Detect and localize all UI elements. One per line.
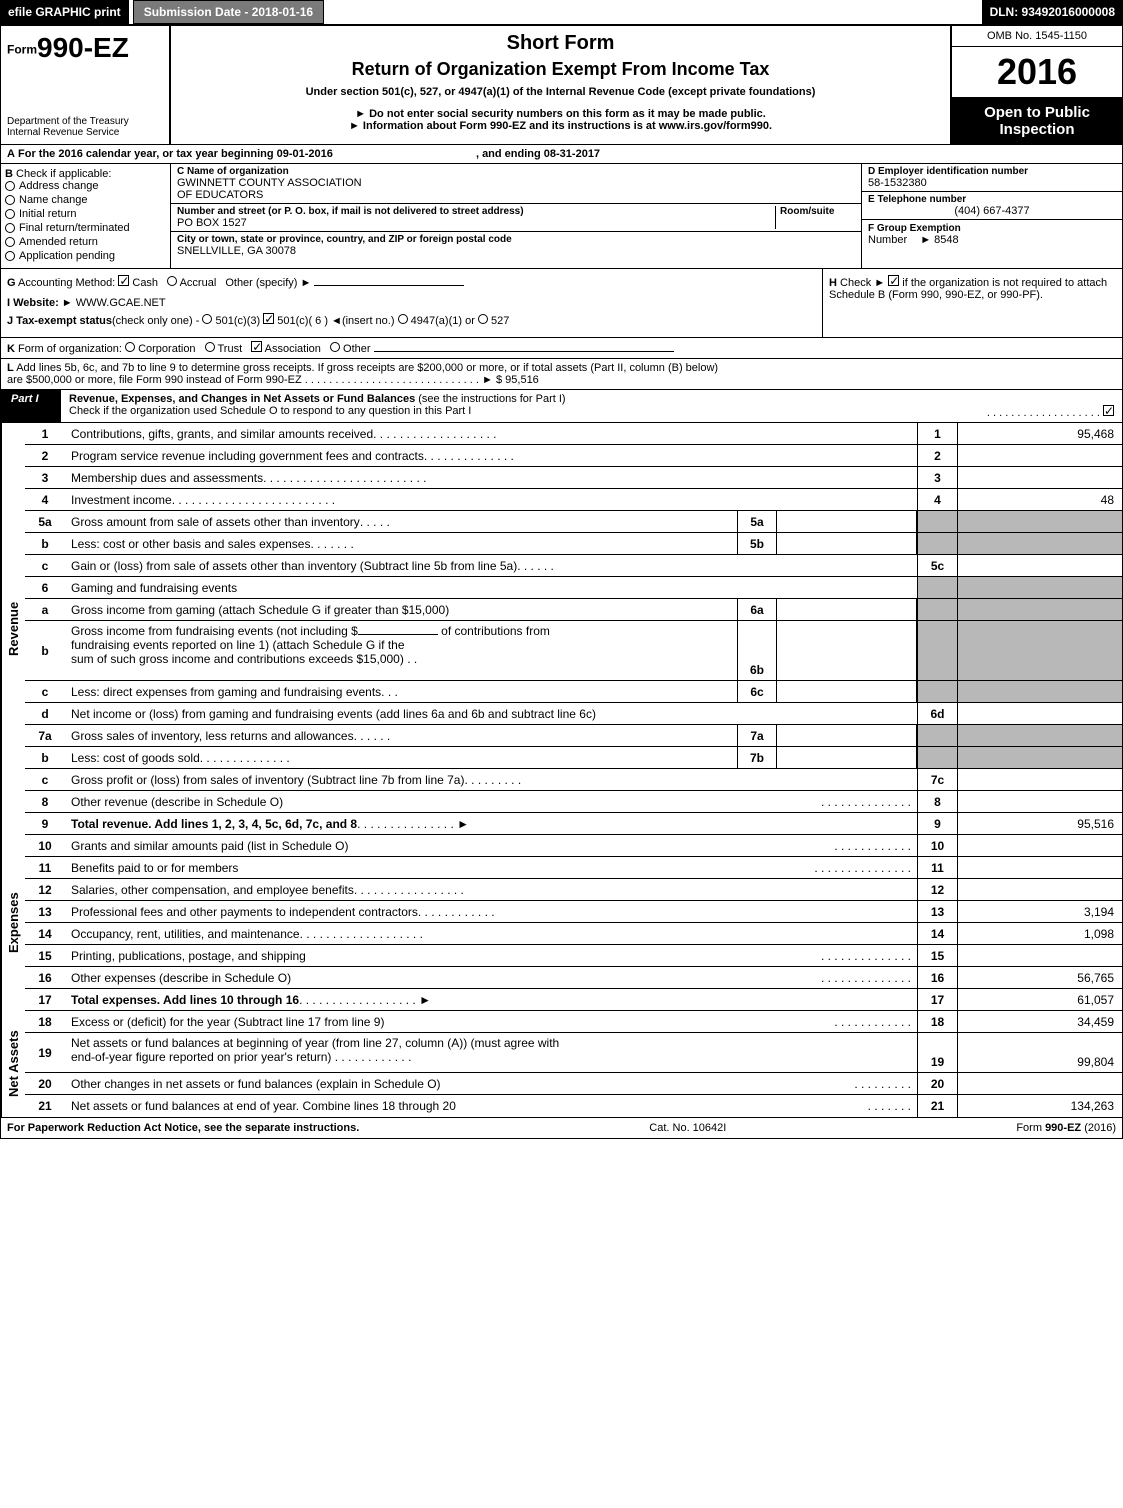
radio-other-org[interactable] xyxy=(330,342,340,352)
row-l: L Add lines 5b, 6c, and 7b to line 9 to … xyxy=(0,359,1123,390)
check-accrual[interactable] xyxy=(167,276,177,286)
group-exemption: ► 8548 xyxy=(920,234,958,246)
line-16-value: 56,765 xyxy=(957,967,1122,988)
form-number: Form990-EZ xyxy=(7,32,163,64)
line-10-value xyxy=(957,835,1122,856)
line-2-value xyxy=(957,445,1122,466)
dln-label: DLN: 93492016000008 xyxy=(982,0,1123,24)
line-11-value xyxy=(957,857,1122,878)
row-g: G Accounting Method: Cash Accrual Other … xyxy=(7,275,816,289)
short-form-title: Short Form xyxy=(179,32,942,55)
revenue-label: Revenue xyxy=(1,423,25,835)
radio-address-change[interactable] xyxy=(5,181,15,191)
block-b-checkboxes: B Check if applicable: Address change Na… xyxy=(1,164,171,268)
radio-application-pending[interactable] xyxy=(5,251,15,261)
block-def: D Employer identification number 58-1532… xyxy=(862,164,1122,268)
line-14-value: 1,098 xyxy=(957,923,1122,944)
line-3-value xyxy=(957,467,1122,488)
part-1-header: Part I Revenue, Expenses, and Changes in… xyxy=(0,390,1123,423)
row-k: K Form of organization: Corporation Trus… xyxy=(0,338,1123,359)
omb-number: OMB No. 1545-1150 xyxy=(952,26,1122,47)
line-21-value: 134,263 xyxy=(957,1095,1122,1117)
form-ref: Form 990-EZ (2016) xyxy=(1016,1122,1116,1134)
radio-4947[interactable] xyxy=(398,314,408,324)
page-footer: For Paperwork Reduction Act Notice, see … xyxy=(0,1118,1123,1139)
expenses-section: Expenses 10Grants and similar amounts pa… xyxy=(0,835,1123,1011)
radio-trust[interactable] xyxy=(205,342,215,352)
row-h: H Check ► if the organization is not req… xyxy=(822,269,1122,337)
line-15-value xyxy=(957,945,1122,966)
expenses-label: Expenses xyxy=(1,835,25,1011)
net-assets-label: Net Assets xyxy=(1,1011,25,1117)
row-j: J Tax-exempt status(check only one) - 50… xyxy=(7,313,816,327)
check-cash[interactable] xyxy=(118,275,129,286)
line-6d-value xyxy=(957,703,1122,724)
net-assets-section: Net Assets 18Excess or (deficit) for the… xyxy=(0,1011,1123,1118)
check-schedule-b[interactable] xyxy=(888,275,899,286)
line-5c-value xyxy=(957,555,1122,576)
radio-initial-return[interactable] xyxy=(5,209,15,219)
top-bar: efile GRAPHIC print Submission Date - 20… xyxy=(0,0,1123,25)
org-name-1: GWINNETT COUNTY ASSOCIATION xyxy=(177,177,855,189)
block-c-org: C Name of organization GWINNETT COUNTY A… xyxy=(171,164,862,268)
line-9-value: 95,516 xyxy=(957,813,1122,834)
gross-receipts: $ 95,516 xyxy=(496,374,539,386)
form-header: Form990-EZ Department of the Treasury In… xyxy=(0,25,1123,145)
line-19-value: 99,804 xyxy=(957,1033,1122,1072)
line-12-value xyxy=(957,879,1122,900)
line-13-value: 3,194 xyxy=(957,901,1122,922)
row-a: A For the 2016 calendar year, or tax yea… xyxy=(0,145,1123,164)
block-org-info: B Check if applicable: Address change Na… xyxy=(0,164,1123,269)
dept-treasury: Department of the Treasury xyxy=(7,116,163,127)
line-20-value xyxy=(957,1073,1122,1094)
radio-amended-return[interactable] xyxy=(5,237,15,247)
org-city: SNELLVILLE, GA 30078 xyxy=(177,245,855,257)
cat-number: Cat. No. 10642I xyxy=(649,1122,726,1134)
tax-year: 2016 xyxy=(952,47,1122,98)
line-1-value: 95,468 xyxy=(957,423,1122,444)
check-schedule-o[interactable] xyxy=(1103,405,1114,416)
line-17-value: 61,057 xyxy=(957,989,1122,1010)
radio-corp[interactable] xyxy=(125,342,135,352)
main-title: Return of Organization Exempt From Incom… xyxy=(179,59,942,80)
check-assoc[interactable] xyxy=(251,341,262,352)
radio-name-change[interactable] xyxy=(5,195,15,205)
row-i: I Website: ► WWW.GCAE.NET xyxy=(7,297,816,309)
line-7c-value xyxy=(957,769,1122,790)
phone-value: (404) 667-4377 xyxy=(868,205,1116,217)
radio-501c3[interactable] xyxy=(202,314,212,324)
irs-label: Internal Revenue Service xyxy=(7,127,163,138)
radio-527[interactable] xyxy=(478,314,488,324)
notice-ssn: ► Do not enter social security numbers o… xyxy=(179,108,942,120)
open-to-public: Open to Public Inspection xyxy=(952,98,1122,144)
notice-info: ► Information about Form 990-EZ and its … xyxy=(179,120,942,132)
radio-final-return[interactable] xyxy=(5,223,15,233)
block-ghij: G Accounting Method: Cash Accrual Other … xyxy=(0,269,1123,338)
ein-value: 58-1532380 xyxy=(868,177,1116,189)
submission-date: Submission Date - 2018-01-16 xyxy=(133,0,324,24)
line-18-value: 34,459 xyxy=(957,1011,1122,1032)
line-4-value: 48 xyxy=(957,489,1122,510)
efile-label: efile GRAPHIC print xyxy=(0,0,129,24)
revenue-section: Revenue 1Contributions, gifts, grants, a… xyxy=(0,423,1123,835)
website-value: WWW.GCAE.NET xyxy=(76,297,166,309)
line-8-value xyxy=(957,791,1122,812)
org-name-2: OF EDUCATORS xyxy=(177,189,855,201)
org-address: PO BOX 1527 xyxy=(177,217,775,229)
check-501c[interactable] xyxy=(263,313,274,324)
subtitle: Under section 501(c), 527, or 4947(a)(1)… xyxy=(179,86,942,98)
